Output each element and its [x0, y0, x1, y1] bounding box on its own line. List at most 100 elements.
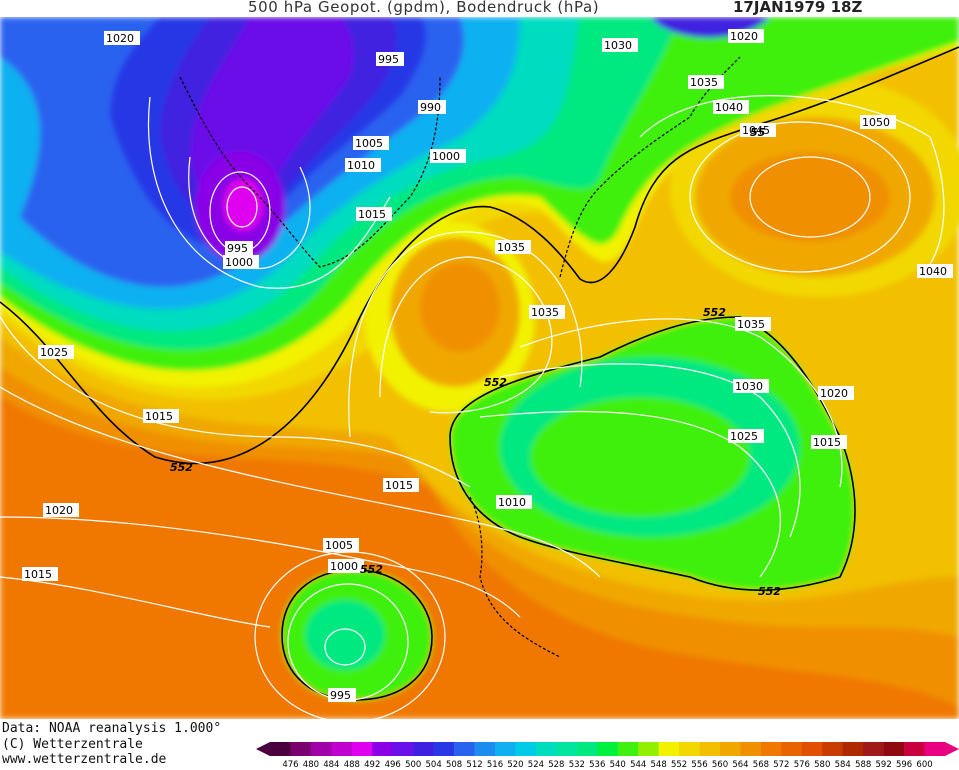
colorbar: 476 480 484 488 492 496 500 504 508 512 516 520 524 5… [256, 742, 959, 770]
colorbar-swatch [413, 742, 434, 756]
colorbar-swatch [740, 742, 762, 756]
contour-552-europe [449, 316, 856, 591]
weather-map: 1020 995 990 1005 1000 1010 1015 995 [0, 17, 959, 719]
isobar-label: 1050 [860, 115, 896, 129]
colorbar-tick-label: 496 [385, 760, 401, 770]
colorbar-swatch [658, 742, 680, 756]
field-c536-low-azores [305, 600, 385, 670]
coastline-greenland [179, 76, 441, 268]
isobar-label: 1045 [740, 123, 776, 137]
contour-label-layer: 552 552 552 552 55 552 [170, 126, 781, 598]
svg-text:995: 995 [378, 53, 399, 66]
svg-text:1030: 1030 [604, 39, 632, 52]
svg-text:1015: 1015 [24, 568, 52, 581]
colorbar-tick-label: 544 [630, 760, 646, 770]
isobar-1040-russia [639, 95, 945, 278]
colorbar-tick-label: 556 [691, 760, 707, 770]
isobar-label: 1005 [353, 136, 389, 150]
colorbar-tick-label: 484 [323, 760, 339, 770]
svg-text:1020: 1020 [106, 32, 134, 45]
colorbar-swatch [535, 742, 557, 756]
colorbar-swatch [883, 742, 905, 756]
colorbar-swatch [454, 742, 475, 756]
colorbar-swatch [904, 742, 925, 756]
colorbar-swatch [781, 742, 803, 756]
colorbar-tick-label: 548 [651, 760, 667, 770]
coastline-scandinavia [559, 56, 741, 278]
colorbar-swatch [372, 742, 394, 756]
isobar-label: 1020 [818, 386, 854, 400]
isobar-label: 1015 [383, 478, 419, 492]
isobar-label: 995 [328, 688, 356, 702]
svg-text:1035: 1035 [531, 306, 559, 319]
svg-text:1010: 1010 [347, 159, 375, 172]
colorbar-swatch [556, 742, 578, 756]
isobar-label: 1000 [430, 149, 466, 163]
svg-text:1015: 1015 [358, 208, 386, 221]
map-header: 500 hPa Geopot. (gpdm), Bodendruck (hPa)… [0, 0, 959, 17]
svg-text:1020: 1020 [730, 30, 758, 43]
contour-label: 552 [170, 461, 193, 474]
colorbar-tick-label: 500 [405, 760, 421, 770]
isobar-label: 1025 [728, 429, 764, 443]
isobar-1035-atlantic-ridge [379, 256, 553, 414]
isobar-label: 1020 [43, 503, 79, 517]
contour-label: 552 [758, 585, 781, 598]
colorbar-tick-label: 592 [876, 760, 892, 770]
isobar-label: 1000 [223, 255, 259, 269]
svg-text:1020: 1020 [45, 504, 73, 517]
colorbar-swatch [474, 742, 496, 756]
colorbar-swatch [760, 742, 782, 756]
colorbar-tick-label: 528 [548, 760, 564, 770]
colorbar-tick-label: 504 [426, 760, 442, 770]
svg-text:1015: 1015 [385, 479, 413, 492]
colorbar-swatch [822, 742, 844, 756]
isobar-label: 1020 [104, 31, 140, 45]
field-c568-ridge-russia [730, 152, 890, 242]
svg-text:1050: 1050 [862, 116, 890, 129]
colorbar-swatch [310, 742, 332, 756]
isobar-1020-mid-atlantic [0, 316, 471, 488]
svg-text:995: 995 [227, 242, 248, 255]
isobar-label: 1015 [22, 567, 58, 581]
colorbar-tick-label: 564 [732, 760, 748, 770]
isobar-label: 1015 [811, 435, 847, 449]
isobar-greenland-low-inner [226, 186, 258, 228]
colorbar-swatch [331, 742, 353, 756]
svg-text:1025: 1025 [40, 346, 68, 359]
isobar-1020-southwest [0, 516, 521, 618]
colorbar-tick-label: 512 [466, 760, 482, 770]
contour-label: 552 [703, 306, 726, 319]
field-c544-trough-core [530, 397, 750, 517]
colorbar-tick-label: 572 [773, 760, 789, 770]
isobar-label: 1040 [713, 100, 749, 114]
isobar-1015-mid-atlantic [0, 386, 601, 578]
isobar-greenland-low-mid [188, 156, 311, 269]
colorbar-tick-label: 508 [446, 760, 462, 770]
isobar-label: 1035 [495, 240, 531, 254]
colorbar-tick-label: 588 [855, 760, 871, 770]
colorbar-swatch [576, 742, 598, 756]
colorbar-arrow-high [945, 742, 959, 756]
credit-data-source: Data: NOAA reanalysis 1.000° [2, 721, 222, 736]
colorbar-swatch [617, 742, 639, 756]
colorbar-swatch [720, 742, 741, 756]
isobar-1030-atlantic-ridge [348, 231, 583, 438]
svg-text:1035: 1035 [737, 318, 765, 331]
isobar-label: 1010 [345, 158, 381, 172]
colorbar-swatches [256, 742, 959, 756]
isobar-label: 990 [418, 100, 446, 114]
isobar-1035-europe [519, 318, 843, 488]
colorbar-swatch [351, 742, 373, 756]
colorbar-tick-label: 476 [282, 760, 298, 770]
isobar-1050-russia-ridge [749, 156, 871, 238]
isobar-greenland-low-outer [147, 96, 391, 289]
colorbar-tick-labels: 476 480 484 488 492 496 500 504 508 512 516 520 524 5… [282, 760, 932, 770]
svg-text:1045: 1045 [742, 124, 770, 137]
colorbar-tick-label: 552 [671, 760, 687, 770]
svg-text:995: 995 [330, 689, 351, 702]
colorbar-tick-label: 584 [835, 760, 851, 770]
colorbar-tick-label: 596 [896, 760, 912, 770]
credit-copyright: (C) Wetterzentrale [2, 737, 143, 752]
field-c568-ridge-atlantic [420, 262, 500, 352]
